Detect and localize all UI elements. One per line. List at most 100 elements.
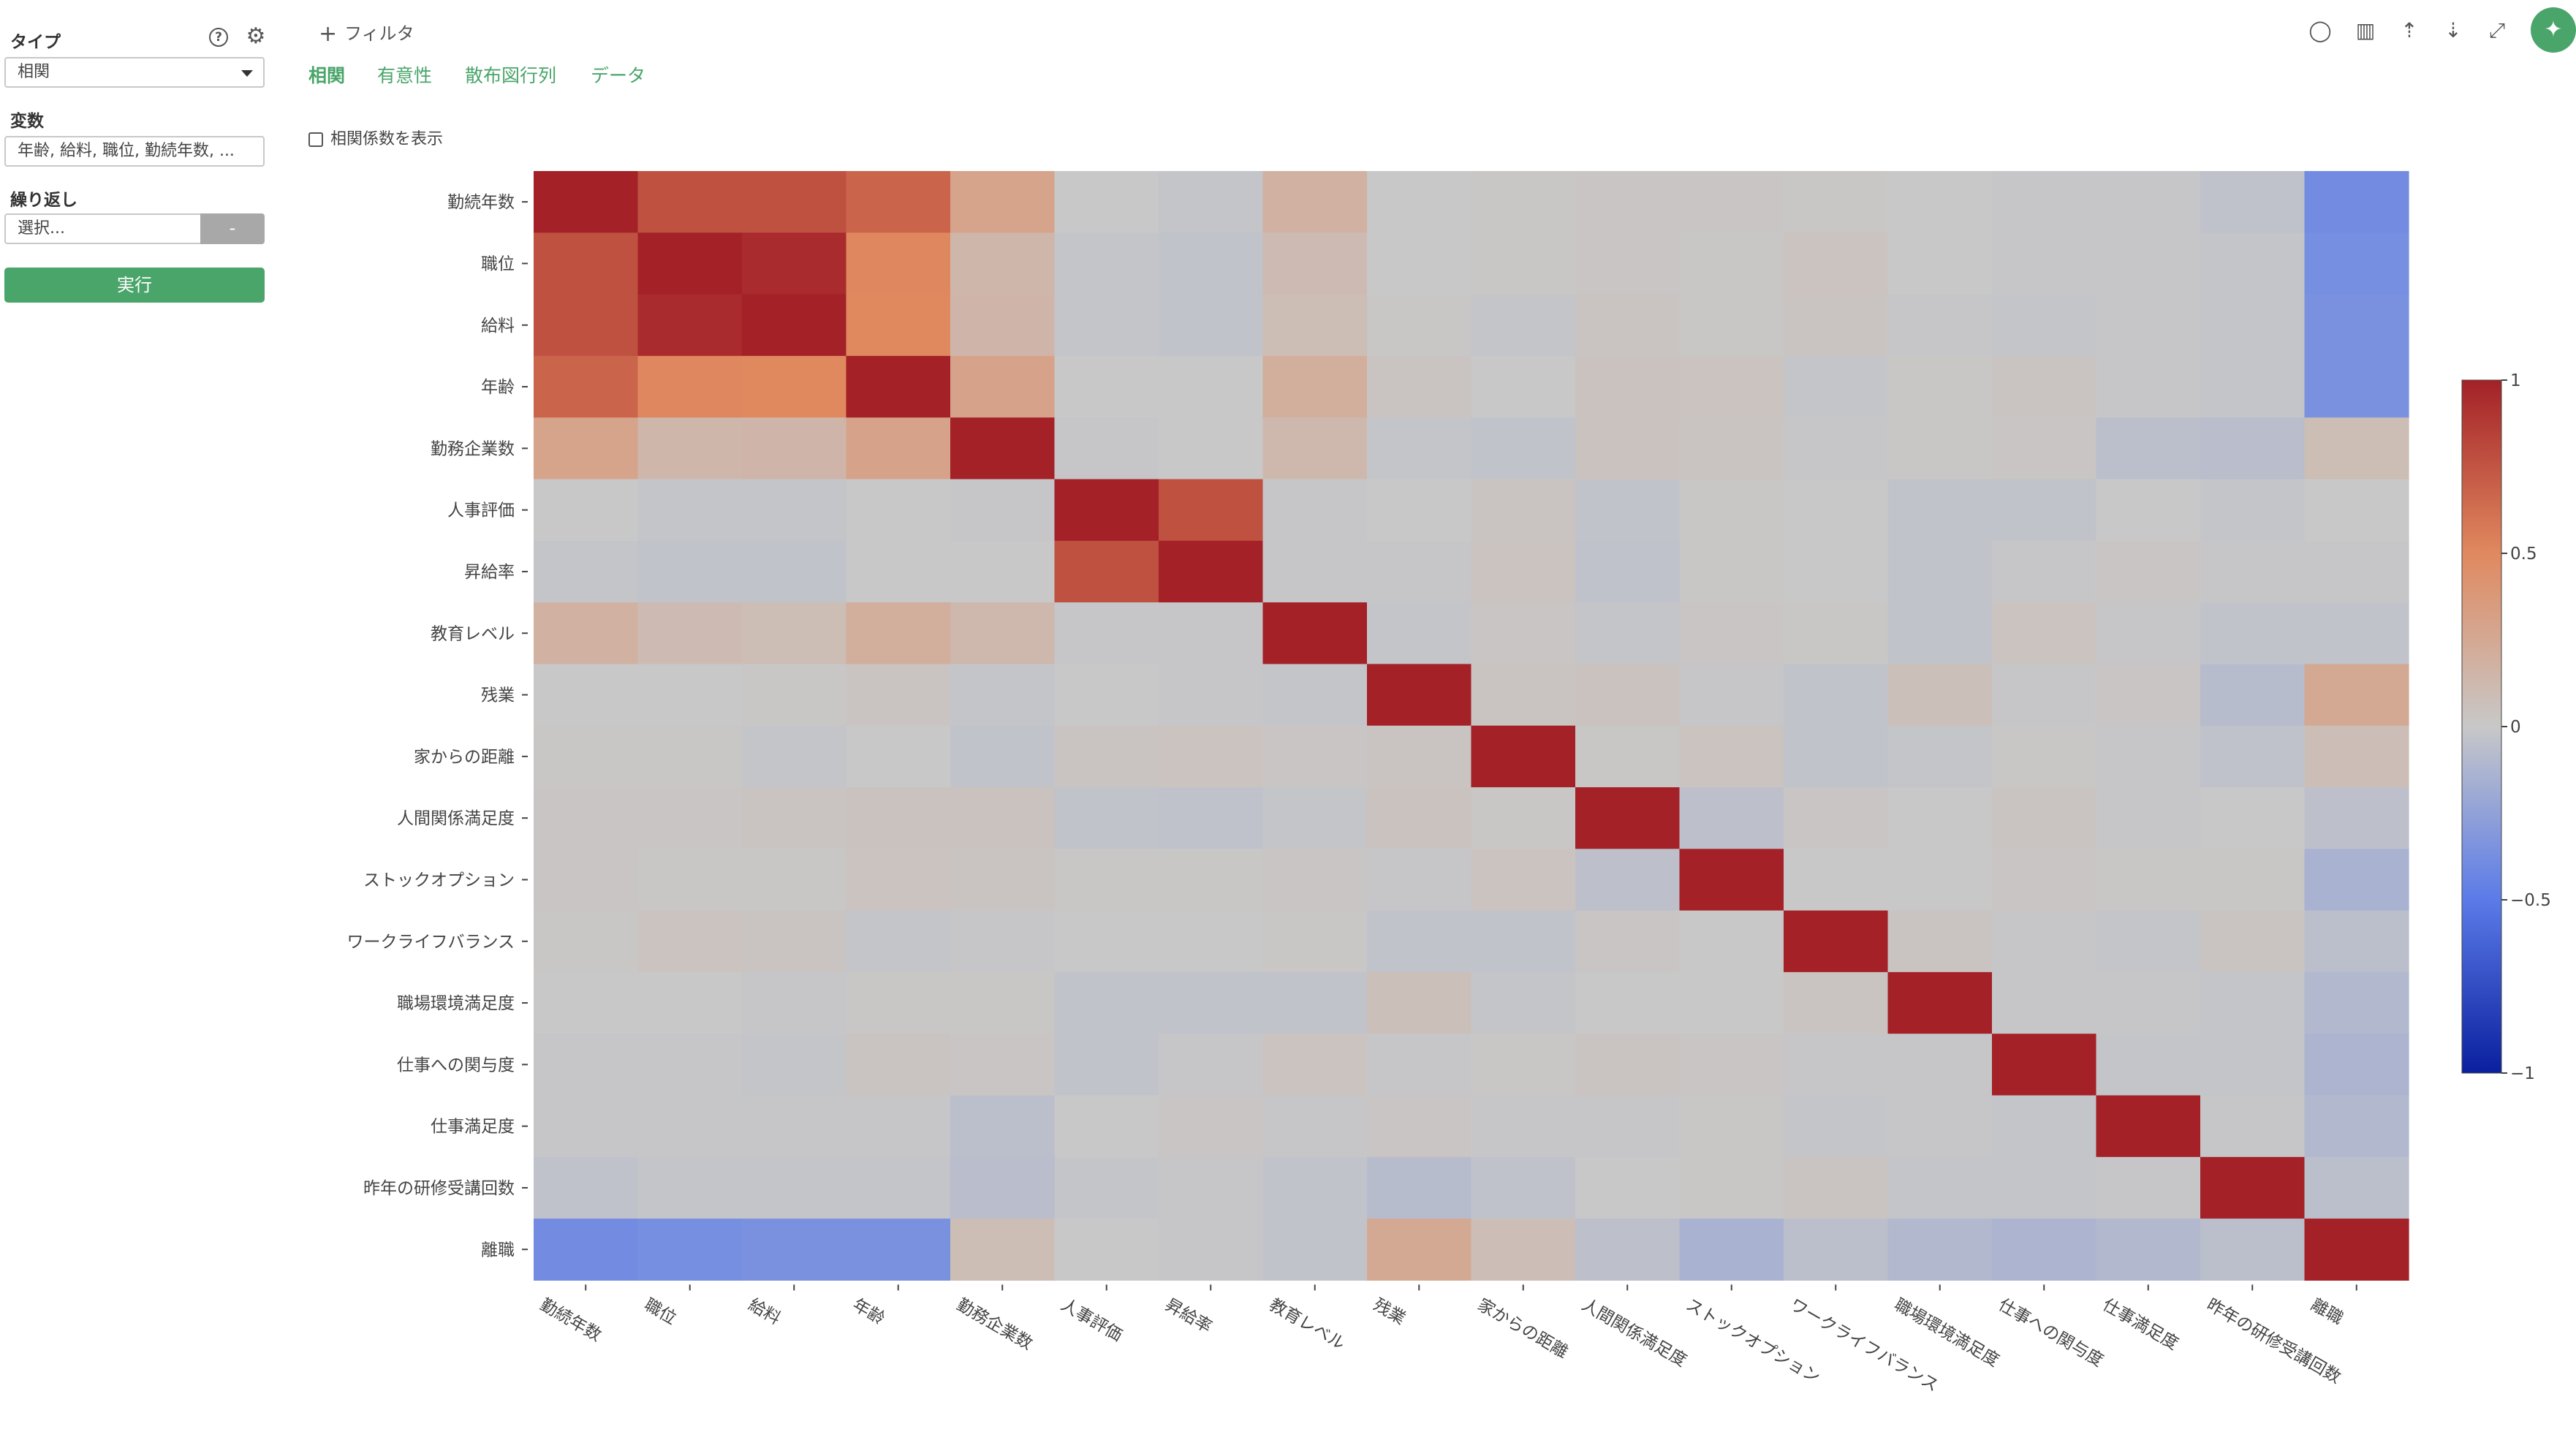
heatmap-cell — [1887, 417, 1993, 480]
heatmap-cell — [742, 1156, 847, 1219]
heatmap-cell — [1159, 540, 1264, 603]
heatmap-cell — [950, 1095, 1056, 1158]
heatmap-cell — [1784, 417, 1889, 480]
heatmap-cell — [534, 417, 639, 480]
heatmap-cell — [1159, 787, 1264, 849]
heatmap-cell — [846, 355, 951, 418]
heatmap-cell — [2304, 355, 2409, 418]
heatmap-cell — [1367, 294, 1472, 357]
y-tick-label: 勤続年数 — [447, 193, 515, 212]
download-icon[interactable]: ⇣ — [2444, 18, 2462, 42]
heatmap-cell — [534, 910, 639, 973]
heatmap-cell — [1159, 417, 1264, 480]
y-tick-label: 職場環境満足度 — [397, 994, 515, 1013]
colorbar-tick-label: 1 — [2510, 371, 2521, 390]
heatmap-cell — [950, 664, 1056, 727]
heatmap-cell — [637, 971, 743, 1034]
heatmap-cell — [1262, 664, 1368, 727]
x-tick-label: 勤続年数 — [537, 1295, 605, 1346]
repeat-clear-button[interactable]: - — [200, 213, 265, 244]
tab-correlation[interactable]: 相関 — [308, 65, 346, 86]
show-coef-checkbox[interactable] — [308, 132, 323, 147]
heatmap-cell — [1262, 294, 1368, 357]
heatmap-cell — [950, 479, 1056, 542]
y-tick-label: ストックオプション — [363, 871, 515, 890]
heatmap-cell — [2304, 1156, 2409, 1219]
y-tick-label: 家からの距離 — [414, 748, 515, 767]
heatmap-cell — [742, 540, 847, 603]
repeat-select[interactable]: 選択... — [4, 213, 203, 244]
x-tick-label: 仕事への関与度 — [1995, 1295, 2106, 1371]
show-coef-toggle[interactable]: 相関係数を表示 — [308, 126, 443, 149]
heatmap-cell — [2304, 910, 2409, 973]
heatmap-cell — [1679, 1156, 1784, 1219]
tab-data[interactable]: データ — [591, 65, 646, 86]
heatmap-cell — [1262, 171, 1368, 233]
heatmap-cell — [534, 355, 639, 418]
tab-significance[interactable]: 有意性 — [377, 65, 433, 86]
heatmap-cell — [1992, 725, 2097, 788]
heatmap-cell — [2096, 232, 2201, 295]
heatmap-cell — [2096, 664, 2201, 727]
x-tick-label: 給料 — [745, 1295, 784, 1329]
heatmap-cell — [637, 1156, 743, 1219]
heatmap-cell — [1887, 355, 1993, 418]
heatmap-cell — [534, 725, 639, 788]
heatmap-cell — [1992, 479, 2097, 542]
heatmap-cell — [1471, 479, 1576, 542]
heatmap-cell — [1367, 1095, 1472, 1158]
heatmap-cell — [1054, 232, 1159, 295]
heatmap-cell — [2096, 540, 2201, 603]
run-button[interactable]: 実行 — [4, 268, 265, 303]
heatmap-cell — [1159, 1095, 1264, 1158]
heatmap-cell — [2096, 849, 2201, 912]
pin-icon[interactable]: ✦ — [2531, 7, 2576, 53]
heatmap-cell — [1575, 602, 1681, 664]
comment-icon[interactable]: ◯ — [2308, 18, 2332, 42]
filter-button[interactable]: + フィルタ — [319, 19, 414, 47]
heatmap-cell — [534, 479, 639, 542]
colorbar — [2461, 379, 2502, 1074]
variables-input[interactable]: 年齢, 給料, 職位, 勤続年数, ... — [4, 136, 265, 167]
heatmap-cell — [742, 971, 847, 1034]
y-tick-label: 人事評価 — [447, 501, 515, 520]
heatmap-cell — [1784, 849, 1889, 912]
expand-icon[interactable]: ⤢ — [2488, 18, 2506, 42]
gear-icon[interactable]: ⚙ — [246, 23, 266, 49]
heatmap-cell — [1992, 910, 2097, 973]
question-circle-icon[interactable]: ? — [209, 28, 228, 47]
heatmap-cell — [1575, 355, 1681, 418]
heatmap-cell — [637, 479, 743, 542]
heatmap-cell — [1992, 232, 2097, 295]
heatmap-cell — [1784, 1156, 1889, 1219]
heatmap-cell — [1575, 664, 1681, 727]
heatmap-cell — [742, 479, 847, 542]
heatmap-cell — [1054, 355, 1159, 418]
heatmap-cell — [534, 540, 639, 603]
heatmap-cell — [1054, 171, 1159, 233]
y-tick-label: ワークライフバランス — [346, 933, 515, 952]
heatmap-cell — [742, 602, 847, 664]
heatmap-cell — [950, 1156, 1056, 1219]
x-tick-label: 教育レベル — [1266, 1295, 1349, 1354]
heatmap-cell — [1575, 1095, 1681, 1158]
tab-scatter-matrix[interactable]: 散布図行列 — [465, 65, 557, 86]
heatmap-cell — [1992, 602, 2097, 664]
heatmap-cell — [1159, 479, 1264, 542]
heatmap-cell — [1471, 664, 1576, 727]
heatmap-cell — [1471, 1219, 1576, 1281]
heatmap-cell — [2304, 849, 2409, 912]
x-tick-label: 仕事満足度 — [2099, 1295, 2182, 1354]
heatmap-cell — [1367, 664, 1472, 727]
heatmap-cell — [1159, 910, 1264, 973]
type-select[interactable]: 相関 — [4, 57, 265, 88]
chart-icon[interactable]: ▥ — [2355, 18, 2376, 42]
heatmap-cell — [1471, 417, 1576, 480]
heatmap-cell — [2304, 725, 2409, 788]
heatmap-cell — [1471, 232, 1576, 295]
plus-icon: + — [319, 21, 338, 47]
heatmap-cell — [1887, 971, 1993, 1034]
type-select-value: 相関 — [18, 63, 50, 81]
heatmap-cell — [1992, 171, 2097, 233]
upload-icon[interactable]: ⇡ — [2401, 18, 2418, 42]
